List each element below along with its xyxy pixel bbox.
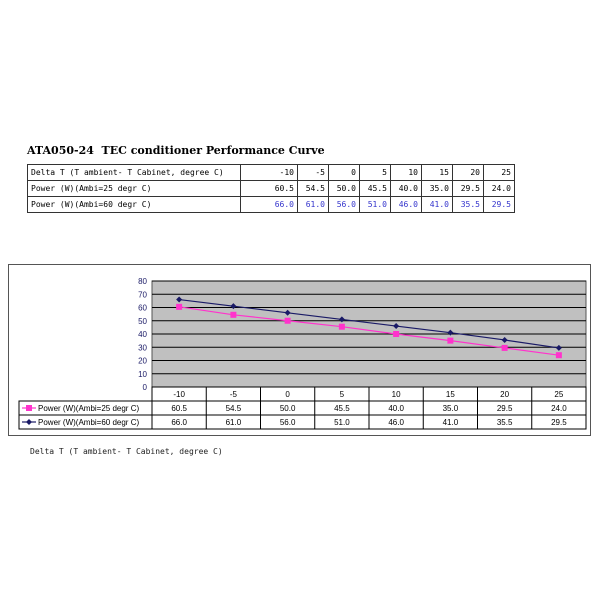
y-tick-label: 10 (138, 370, 147, 379)
data-point (284, 309, 291, 316)
data-label: 61.0 (226, 418, 242, 427)
x-tick-label: -5 (230, 390, 238, 399)
chart-title: ATA050-24 TEC conditioner Performance Cu… (27, 144, 325, 157)
legend-label: Power (W)(Ambi=25 degr C) (38, 404, 139, 413)
x-tick-label: 20 (500, 390, 509, 399)
data-label: 40.0 (388, 404, 404, 413)
y-tick-label: 80 (138, 277, 147, 286)
data-point (284, 317, 291, 324)
y-tick-label: 40 (138, 330, 147, 339)
cell: 24.0 (483, 180, 515, 197)
data-point (501, 336, 508, 343)
data-point (176, 296, 183, 303)
data-label: 66.0 (171, 418, 187, 427)
data-point (338, 316, 345, 323)
data-label: 24.0 (551, 404, 567, 413)
data-point (230, 303, 237, 310)
data-label: 45.5 (334, 404, 350, 413)
data-label: 51.0 (334, 418, 350, 427)
legend-marker (26, 419, 32, 425)
data-point (176, 303, 183, 310)
data-point (393, 331, 400, 337)
data-point (393, 323, 400, 330)
y-tick-label: 20 (138, 357, 147, 366)
data-point (501, 344, 508, 351)
cell: 51.0 (359, 196, 391, 213)
data-label: 41.0 (443, 418, 459, 427)
cell: 56.0 (328, 196, 360, 213)
y-tick-label: 60 (138, 304, 147, 313)
legend-marker (26, 405, 32, 411)
chart-frame (8, 264, 591, 436)
x-tick-label: -10 (173, 390, 185, 399)
data-point (447, 337, 454, 344)
x-tick-label: 25 (554, 390, 563, 399)
table-row: Power (W)(Ambi=25 degr C) 60.5 54.5 50.0… (27, 180, 515, 197)
table-row: Power (W)(Ambi=60 degr C) 66.0 61.0 56.0… (27, 196, 515, 213)
cell: 46.0 (390, 196, 422, 213)
series-line (179, 306, 559, 356)
data-label: 54.5 (226, 404, 242, 413)
data-label: 46.0 (388, 418, 404, 427)
data-label: 29.5 (551, 418, 567, 427)
x-tick-label: 10 (392, 390, 401, 399)
data-label: 35.0 (443, 404, 459, 413)
legend-label: Power (W)(Ambi=60 degr C) (38, 418, 139, 427)
y-tick-label: 0 (143, 383, 148, 392)
y-tick-label: 70 (138, 290, 147, 299)
data-label: 29.5 (497, 404, 513, 413)
series-line (179, 298, 559, 349)
x-tick-label: 5 (340, 390, 345, 399)
data-point (230, 311, 237, 318)
data-label: 35.5 (497, 418, 513, 427)
data-point (447, 329, 454, 336)
data-point (338, 323, 345, 330)
data-label: 50.0 (280, 404, 296, 413)
x-tick-label: 0 (285, 390, 290, 399)
data-label: 60.5 (171, 404, 187, 413)
x-tick-label: 15 (446, 390, 455, 399)
data-label: 56.0 (280, 418, 296, 427)
data-point (555, 344, 562, 351)
data-point (555, 352, 562, 359)
cell: 29.5 (483, 196, 515, 213)
data-table: Delta T (T ambient- T Cabinet, degree C)… (27, 164, 515, 213)
y-tick-label: 30 (138, 343, 147, 352)
x-axis-label: Delta T (T ambient- T Cabinet, degree C) (30, 447, 223, 456)
y-tick-label: 50 (138, 317, 147, 326)
